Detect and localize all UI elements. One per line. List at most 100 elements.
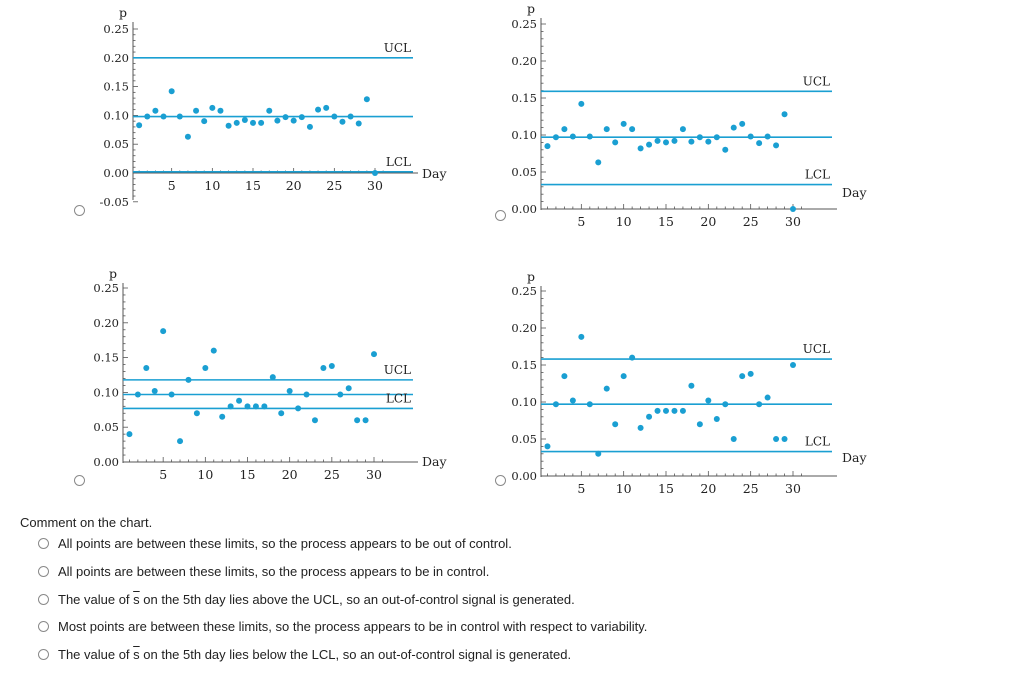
- x-tick-label: 10: [197, 467, 213, 482]
- data-point: [355, 120, 362, 127]
- answer-option-1-radio[interactable]: [38, 537, 49, 549]
- data-point: [747, 370, 754, 377]
- y-tick-label: 0.10: [93, 385, 119, 399]
- data-point: [320, 365, 327, 372]
- y-tick-label: 0.15: [93, 351, 119, 365]
- answer-option-5[interactable]: The value of s on the 5th day lies below…: [38, 646, 571, 662]
- data-point: [646, 141, 653, 148]
- data-point: [790, 362, 796, 368]
- chart-2[interactable]: 0.00 0.05 0.10 0.15 0.20 0.25 5 10 15 20 25 30 p Day U…: [511, 1, 867, 229]
- y-tick-label: 0.05: [103, 137, 129, 151]
- x-tick-label: 20: [286, 178, 302, 193]
- data-point: [781, 436, 788, 442]
- data-point: [290, 117, 297, 124]
- data-point: [595, 159, 602, 166]
- data-point: [217, 107, 224, 114]
- data-point: [134, 391, 141, 398]
- y-tick-label: 0.20: [511, 321, 537, 335]
- y-tick-label: 0.25: [103, 22, 129, 36]
- data-point: [202, 365, 209, 372]
- data-point: [629, 354, 636, 361]
- answer-option-4-text: Most points are between these limits, so…: [58, 618, 648, 634]
- data-point: [298, 114, 305, 121]
- data-point: [637, 145, 644, 152]
- x-tick-label: 15: [240, 467, 256, 482]
- data-point: [764, 394, 771, 401]
- ucl-label: UCL: [384, 41, 411, 55]
- answer-option-1[interactable]: All points are between these limits, so …: [38, 535, 512, 551]
- ucl-label: UCL: [803, 74, 830, 88]
- y-tick-label: 0.10: [511, 395, 537, 409]
- data-point: [595, 450, 602, 457]
- data-point: [688, 138, 695, 145]
- data-point: [311, 417, 318, 424]
- data-point: [603, 126, 610, 133]
- data-point: [193, 410, 200, 417]
- x-tick-label: 5: [577, 481, 585, 496]
- data-point: [286, 388, 293, 395]
- data-point: [696, 134, 703, 141]
- data-point: [236, 397, 243, 404]
- answer-option-2-radio[interactable]: [38, 565, 49, 577]
- y-tick-label: 0.15: [511, 91, 537, 105]
- data-point: [603, 385, 610, 392]
- data-point: [679, 407, 686, 414]
- x-tick-label: 30: [785, 214, 801, 229]
- data-point: [241, 117, 248, 124]
- y-tick-label: 0.10: [511, 128, 537, 142]
- x-axis-label: Day: [842, 185, 867, 200]
- data-point: [764, 133, 771, 140]
- data-point: [261, 403, 268, 410]
- data-point: [654, 137, 661, 144]
- data-point: [730, 436, 737, 442]
- x-tick-label: 10: [616, 481, 632, 496]
- control-charts: -0.05 0.00 0.05 0.10 0.15 0.20 0.25 5 10 15 20 25 30…: [93, 1, 867, 496]
- data-point: [620, 373, 627, 380]
- chart-option-3-radio[interactable]: [74, 475, 85, 486]
- data-point: [233, 119, 240, 126]
- data-point: [345, 385, 352, 392]
- data-point: [126, 431, 133, 438]
- data-point: [337, 391, 344, 398]
- y-tick-label: 0.15: [103, 80, 129, 94]
- data-point: [184, 133, 191, 140]
- data-point: [143, 365, 150, 372]
- answer-option-4[interactable]: Most points are between these limits, so…: [38, 618, 647, 634]
- data-point: [266, 107, 273, 114]
- data-point: [303, 391, 310, 398]
- x-tick-label: 15: [658, 214, 674, 229]
- data-point: [363, 96, 370, 103]
- data-point: [637, 424, 644, 431]
- y-axis-label: p: [527, 1, 535, 16]
- answer-option-3-radio[interactable]: [38, 593, 49, 605]
- answer-option-2-text: All points are between these limits, so …: [58, 563, 490, 579]
- y-tick-label: -0.05: [100, 195, 130, 209]
- data-point: [136, 122, 143, 129]
- answer-option-4-radio[interactable]: [38, 620, 49, 632]
- data-point: [244, 403, 251, 410]
- data-point: [747, 133, 754, 140]
- chart-option-1-radio[interactable]: [74, 205, 85, 216]
- x-tick-label: 25: [743, 481, 759, 496]
- y-axis-label: p: [109, 266, 117, 281]
- y-tick-label: 0.00: [511, 469, 537, 483]
- y-tick-label: 0.00: [511, 202, 537, 216]
- answer-option-5-radio[interactable]: [38, 648, 49, 660]
- chart-4[interactable]: 0.00 0.05 0.10 0.15 0.20 0.25 5 10 15 20 25 30 p Day U…: [511, 269, 867, 496]
- answer-option-3[interactable]: The value of s on the 5th day lies above…: [38, 591, 575, 607]
- x-tick-label: 25: [324, 467, 340, 482]
- data-point: [274, 117, 281, 124]
- chart-option-2-radio[interactable]: [495, 210, 506, 221]
- data-point: [722, 401, 729, 408]
- y-tick-label: 0.05: [511, 165, 537, 179]
- chart-1[interactable]: -0.05 0.00 0.05 0.10 0.15 0.20 0.25 5 10 15 20 25 30…: [100, 5, 448, 209]
- data-point: [578, 333, 585, 340]
- data-point: [362, 417, 369, 424]
- data-point: [756, 401, 763, 408]
- chart-option-4-radio[interactable]: [495, 475, 506, 486]
- answer-option-2[interactable]: All points are between these limits, so …: [38, 563, 489, 579]
- chart-3[interactable]: 0.00 0.05 0.10 0.15 0.20 0.25 5 10 15 20 25 30 p Day U…: [93, 266, 447, 482]
- data-point: [781, 111, 788, 118]
- data-point: [168, 391, 175, 398]
- data-point: [696, 421, 703, 428]
